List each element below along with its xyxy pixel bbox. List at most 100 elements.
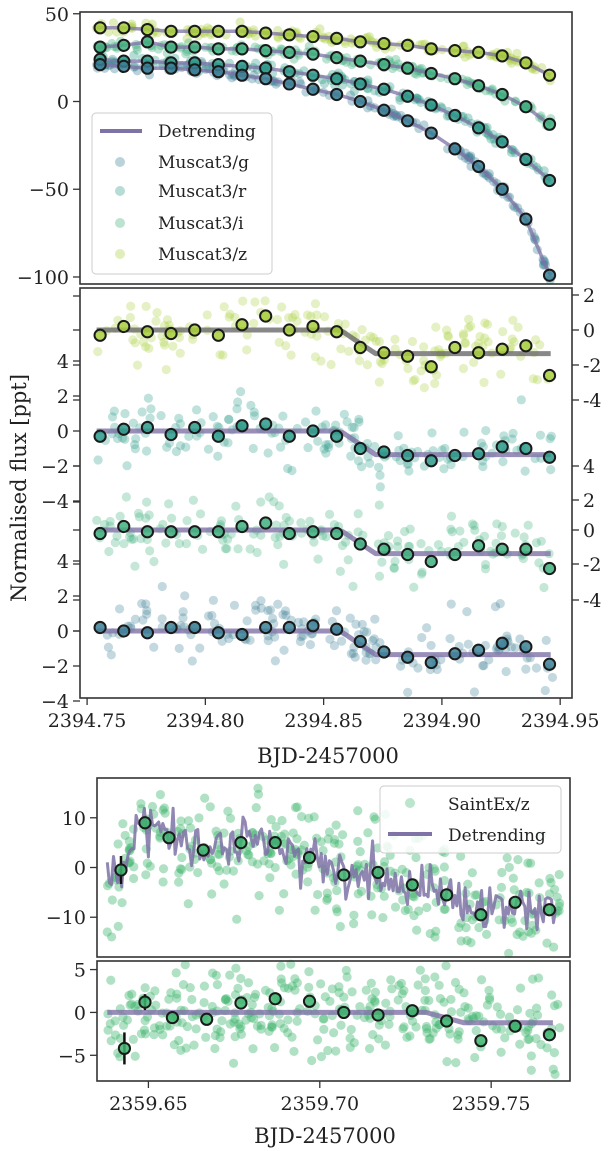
detrended-point-saintex <box>407 1016 418 1026</box>
detrended-point-z <box>188 334 198 344</box>
raw-point-saintex <box>552 892 562 902</box>
detrended-point-i <box>99 519 110 530</box>
detrended-point-saintex <box>180 960 190 970</box>
detrended-point-i <box>115 511 125 521</box>
detrended-point-saintex <box>266 1022 277 1032</box>
detrended-point-saintex <box>124 990 134 1001</box>
detrended-point-g <box>484 655 494 665</box>
detrended-point-saintex <box>394 980 404 990</box>
detrended-point-r <box>283 463 293 474</box>
raw-point-z <box>459 41 469 51</box>
raw-point-saintex <box>290 802 301 813</box>
raw-point-saintex <box>332 885 342 896</box>
binned-point-r <box>448 108 462 123</box>
detrended-point-saintex <box>430 972 440 982</box>
binned-point-i <box>117 519 131 534</box>
detrended-point-z <box>532 375 542 385</box>
raw-point-saintex <box>113 839 123 849</box>
detrended-point-saintex <box>424 1034 434 1044</box>
detrended-point-g <box>541 635 551 645</box>
binned-point-saintex <box>165 1010 180 1025</box>
detrended-point-saintex <box>471 1011 481 1021</box>
detrended-point-r <box>324 439 334 450</box>
detrended-point-r <box>354 414 364 424</box>
detrended-point-i <box>417 567 427 577</box>
detrended-point-r <box>545 434 555 444</box>
detrended-point-saintex <box>279 983 290 993</box>
detrended-point-r <box>363 452 373 462</box>
raw-point-saintex <box>304 813 314 823</box>
raw-point-saintex <box>310 905 320 915</box>
detrended-point-saintex <box>136 1029 146 1039</box>
detrended-point-i <box>324 509 335 519</box>
detrended-point-saintex <box>420 995 430 1005</box>
raw-point-saintex <box>296 811 307 822</box>
raw-point-saintex <box>253 789 264 799</box>
raw-point-z <box>460 52 470 62</box>
detrended-point-z <box>225 309 235 319</box>
detrended-point-z <box>138 337 149 347</box>
plot-frame <box>79 287 573 699</box>
binned-point-saintex <box>337 1005 351 1020</box>
binned-point-z <box>235 24 249 38</box>
binned-point-i <box>259 44 273 58</box>
binned-point-i <box>448 547 462 562</box>
detrended-point-z <box>371 336 381 346</box>
saintex-raw-panel: 10 0 −10 SaintEx/z Detrending <box>46 777 571 958</box>
detrended-point-saintex <box>550 1069 560 1080</box>
detrended-point-r <box>145 413 155 423</box>
detrended-point-r <box>446 459 456 470</box>
detrended-point-i <box>531 538 542 548</box>
detrended-point-i <box>337 540 348 551</box>
detrended-point-i <box>271 520 281 530</box>
raw-point-saintex <box>160 808 170 818</box>
binned-point-z <box>259 309 273 323</box>
binned-point-z <box>401 349 415 363</box>
plot-frame <box>96 960 571 1082</box>
binned-point-g <box>377 645 391 659</box>
binned-point-i <box>401 547 415 562</box>
detrended-point-z <box>410 375 420 385</box>
binned-point-i <box>330 51 344 65</box>
binned-point-g <box>282 620 296 635</box>
detrended-point-r <box>131 434 141 444</box>
binned-point-g <box>330 87 344 102</box>
detrended-point-z <box>460 338 470 348</box>
binned-point-g <box>424 126 438 140</box>
binned-point-i <box>211 525 225 539</box>
binned-point-z <box>353 340 367 355</box>
binned-point-z <box>424 42 438 56</box>
detrended-point-saintex <box>456 1007 466 1017</box>
detrended-point-saintex <box>139 1025 150 1035</box>
detrended-point-r <box>370 441 380 452</box>
detrended-point-i <box>390 556 400 566</box>
raw-point-saintex <box>353 889 363 899</box>
detrended-point-z <box>151 316 161 326</box>
detrended-point-saintex <box>103 1025 113 1035</box>
detrended-point-saintex <box>150 986 160 996</box>
detrended-point-i <box>197 544 208 554</box>
detrended-point-z <box>480 318 490 328</box>
detrended-point-g <box>463 639 473 649</box>
y-tick-label: −10 <box>46 907 86 929</box>
detrended-point-i <box>383 531 394 541</box>
binned-point-saintex <box>162 831 176 845</box>
raw-point-saintex <box>497 867 507 878</box>
raw-point-saintex <box>332 907 342 917</box>
binned-point-z <box>377 346 391 360</box>
detrended-point-g <box>114 604 125 614</box>
detrended-point-saintex <box>435 993 445 1004</box>
detrended-point-saintex <box>349 1038 359 1048</box>
detrended-point-saintex <box>525 1008 535 1018</box>
binned-point-i <box>519 100 533 114</box>
binned-point-saintex <box>474 908 488 922</box>
detrended-point-z <box>310 352 321 362</box>
detrended-point-r <box>476 438 487 448</box>
raw-point-saintex <box>158 805 168 815</box>
detrended-point-r <box>508 428 518 438</box>
raw-point-saintex <box>546 878 556 888</box>
detrended-point-r <box>109 406 119 416</box>
detrended-point-saintex <box>421 1024 432 1034</box>
detrended-point-r <box>303 443 313 453</box>
detrended-point-i <box>496 531 507 541</box>
